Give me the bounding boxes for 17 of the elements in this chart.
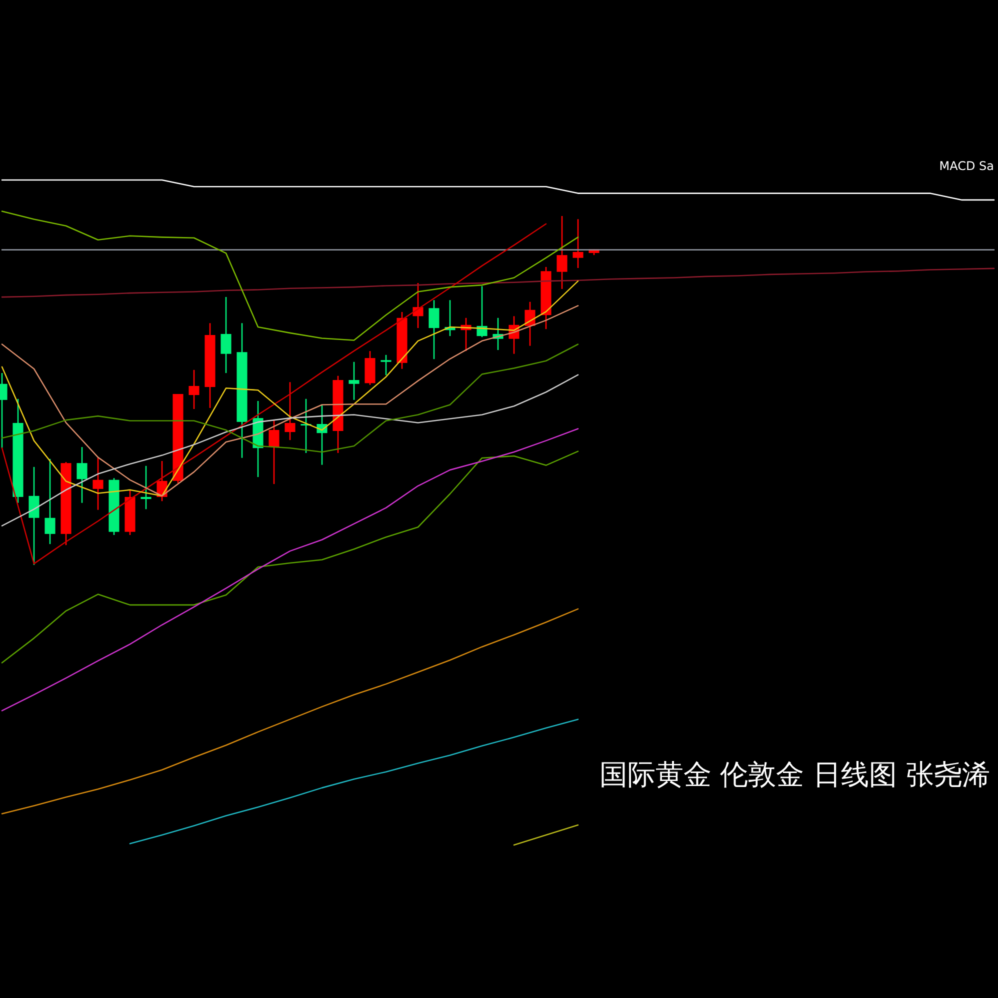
candlestick: [140, 465, 152, 510]
candlestick: [428, 299, 440, 360]
candlestick: [28, 466, 40, 566]
candlestick: [188, 369, 200, 410]
candlestick: [524, 301, 536, 346]
candlestick: [380, 354, 392, 376]
candlestick: [572, 218, 584, 269]
candlestick: [44, 458, 56, 545]
annotation: 国际黄金 伦敦金 日线图 张尧浠: [599, 758, 990, 791]
candlestick: [92, 457, 104, 511]
candlestick: [348, 361, 360, 401]
candlestick: [556, 215, 568, 290]
candlestick: [284, 381, 296, 441]
candlestick: [220, 296, 232, 374]
candlestick: [268, 420, 280, 485]
candlestick: [76, 446, 88, 504]
text: MACD Sa: [939, 159, 994, 173]
